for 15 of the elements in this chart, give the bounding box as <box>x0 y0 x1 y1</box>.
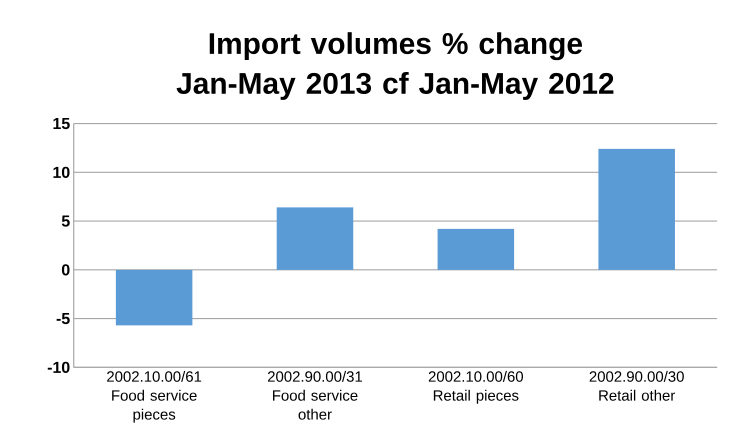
y-tick-label: -5 <box>56 313 70 324</box>
bar <box>116 270 192 326</box>
y-tick-label: 0 <box>62 264 70 276</box>
x-tick-label: 2002.10.00/60 Retail pieces <box>428 370 524 404</box>
x-tick-label: 2002.90.00/31 Food service other <box>268 370 362 420</box>
x-tick-label: 2002.90.00/30 Retail other <box>590 370 684 401</box>
y-tick-label: 5 <box>62 216 70 227</box>
bar <box>438 228 514 270</box>
bar <box>276 207 354 270</box>
chart-title: Import volumes % change Jan-May 2013 cf Jan-May 2012 <box>176 32 614 100</box>
x-tick-label: 2002.10.00/61 Food service pieces <box>107 370 202 423</box>
y-tick-label: 10 <box>53 166 70 178</box>
y-tick-label: 15 <box>53 118 70 130</box>
bar <box>598 148 675 270</box>
y-tick-label: -10 <box>48 362 70 373</box>
